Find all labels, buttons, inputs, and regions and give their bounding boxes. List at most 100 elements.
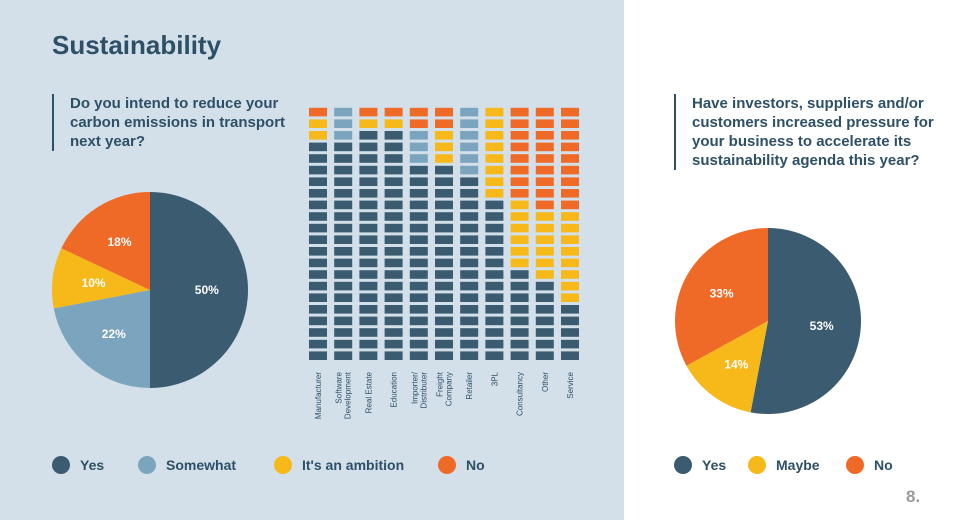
bar-block [460, 293, 479, 302]
bar-block [535, 293, 554, 302]
legend-item-ambition: It's an ambition [274, 456, 404, 474]
bar-block [334, 316, 353, 326]
bar-block [561, 212, 579, 221]
bar-block [485, 305, 504, 314]
bar-block [535, 142, 554, 152]
bar-block [460, 235, 479, 244]
x-tick-label-service: Service [566, 371, 575, 398]
bar-block [561, 293, 579, 302]
bar-block [510, 165, 529, 175]
bar-block [460, 119, 479, 128]
bar-block [435, 223, 453, 233]
bar-block [409, 293, 428, 302]
bar-block [435, 293, 453, 302]
bar-block [460, 142, 479, 152]
bar-block [334, 235, 353, 244]
pie1-slice-it-s-an-ambition [52, 248, 151, 309]
bar-block [510, 235, 529, 244]
bar-block [460, 177, 479, 186]
pie2-label-yes: 53% [810, 319, 834, 333]
bar-block [435, 212, 453, 221]
bar-block [460, 107, 479, 117]
bar-block [535, 212, 554, 221]
bar-block [535, 189, 554, 198]
bar-column-freight-company [435, 107, 453, 360]
bar-block [359, 339, 378, 349]
x-tick-label-line: Consultancy [516, 372, 525, 416]
x-tick-label-line: Manufacturer [314, 372, 323, 419]
bar-block [435, 119, 453, 128]
bar-block [409, 247, 428, 256]
pie1-slice-yes [150, 192, 248, 388]
bar-block [309, 154, 327, 163]
pie1-label-somewhat: 22% [102, 327, 126, 341]
bar-block [309, 293, 327, 302]
bar-block [561, 119, 579, 128]
legend2-label-maybe: Maybe [776, 457, 820, 473]
bar-block [334, 119, 353, 128]
legend-label-yes: Yes [80, 457, 105, 473]
bar-block [359, 119, 378, 128]
x-tick-label-line: Importer/ [410, 371, 419, 404]
bar-block [384, 119, 403, 128]
bar-block [460, 154, 479, 163]
bar-block [309, 258, 327, 268]
bar-block [409, 235, 428, 244]
bar-block [359, 165, 378, 175]
bar-block [309, 107, 327, 117]
stacked-block-chart: Manufacturer SoftwareDevelopment Real Esta… [309, 107, 579, 419]
x-tick-label-line: Other [541, 372, 550, 392]
legend2-swatch-no [846, 456, 864, 474]
bar-block [409, 223, 428, 233]
bar-block [435, 305, 453, 314]
bar-block [309, 351, 327, 360]
bar-block [485, 142, 504, 152]
legend-swatch-somewhat [138, 456, 156, 474]
bar-block [334, 200, 353, 210]
page-number: 8. [906, 487, 921, 506]
bar-block [510, 107, 529, 117]
bar-block [384, 131, 403, 140]
x-tick-label-education: Education [390, 372, 399, 408]
bar-block [435, 270, 453, 279]
legend2-label-no: No [874, 457, 893, 473]
bar-block [485, 177, 504, 186]
bar-block [334, 189, 353, 198]
bar-block [384, 177, 403, 186]
bar-block [384, 107, 403, 117]
bar-block [309, 142, 327, 152]
bar-block [535, 131, 554, 140]
bar-block [334, 247, 353, 256]
pie2-label-maybe: 14% [724, 358, 748, 372]
bar-block [384, 247, 403, 256]
pie1-label-yes: 50% [195, 283, 219, 297]
pie2-slice-yes [750, 228, 862, 415]
bar-block [561, 270, 579, 279]
bar-block [561, 339, 579, 349]
pie1-slice-somewhat [53, 290, 150, 388]
x-tick-label-line: Retailer [465, 372, 474, 400]
bar-block [561, 189, 579, 198]
bar-block [359, 189, 378, 198]
bar-block [409, 270, 428, 279]
bar-block [535, 270, 554, 279]
bar-block [485, 189, 504, 198]
legend2-item-maybe: Maybe [748, 456, 820, 474]
bar-block [384, 235, 403, 244]
bar-block [309, 119, 327, 128]
x-tick-label-3pl: 3PL [490, 371, 499, 386]
bar-block [510, 339, 529, 349]
bar-block [510, 223, 529, 233]
bar-block [435, 281, 453, 291]
bar-block [334, 281, 353, 291]
bar-column-software-development [334, 107, 353, 360]
bar-block [485, 270, 504, 279]
x-tick-label-line: Software [335, 371, 344, 403]
bar-block [409, 212, 428, 221]
bar-block [384, 212, 403, 221]
bar-block [561, 305, 579, 314]
bar-block [309, 200, 327, 210]
bar-column-real-estate [359, 107, 378, 360]
bar-block [384, 189, 403, 198]
legend-label-no: No [466, 457, 485, 473]
